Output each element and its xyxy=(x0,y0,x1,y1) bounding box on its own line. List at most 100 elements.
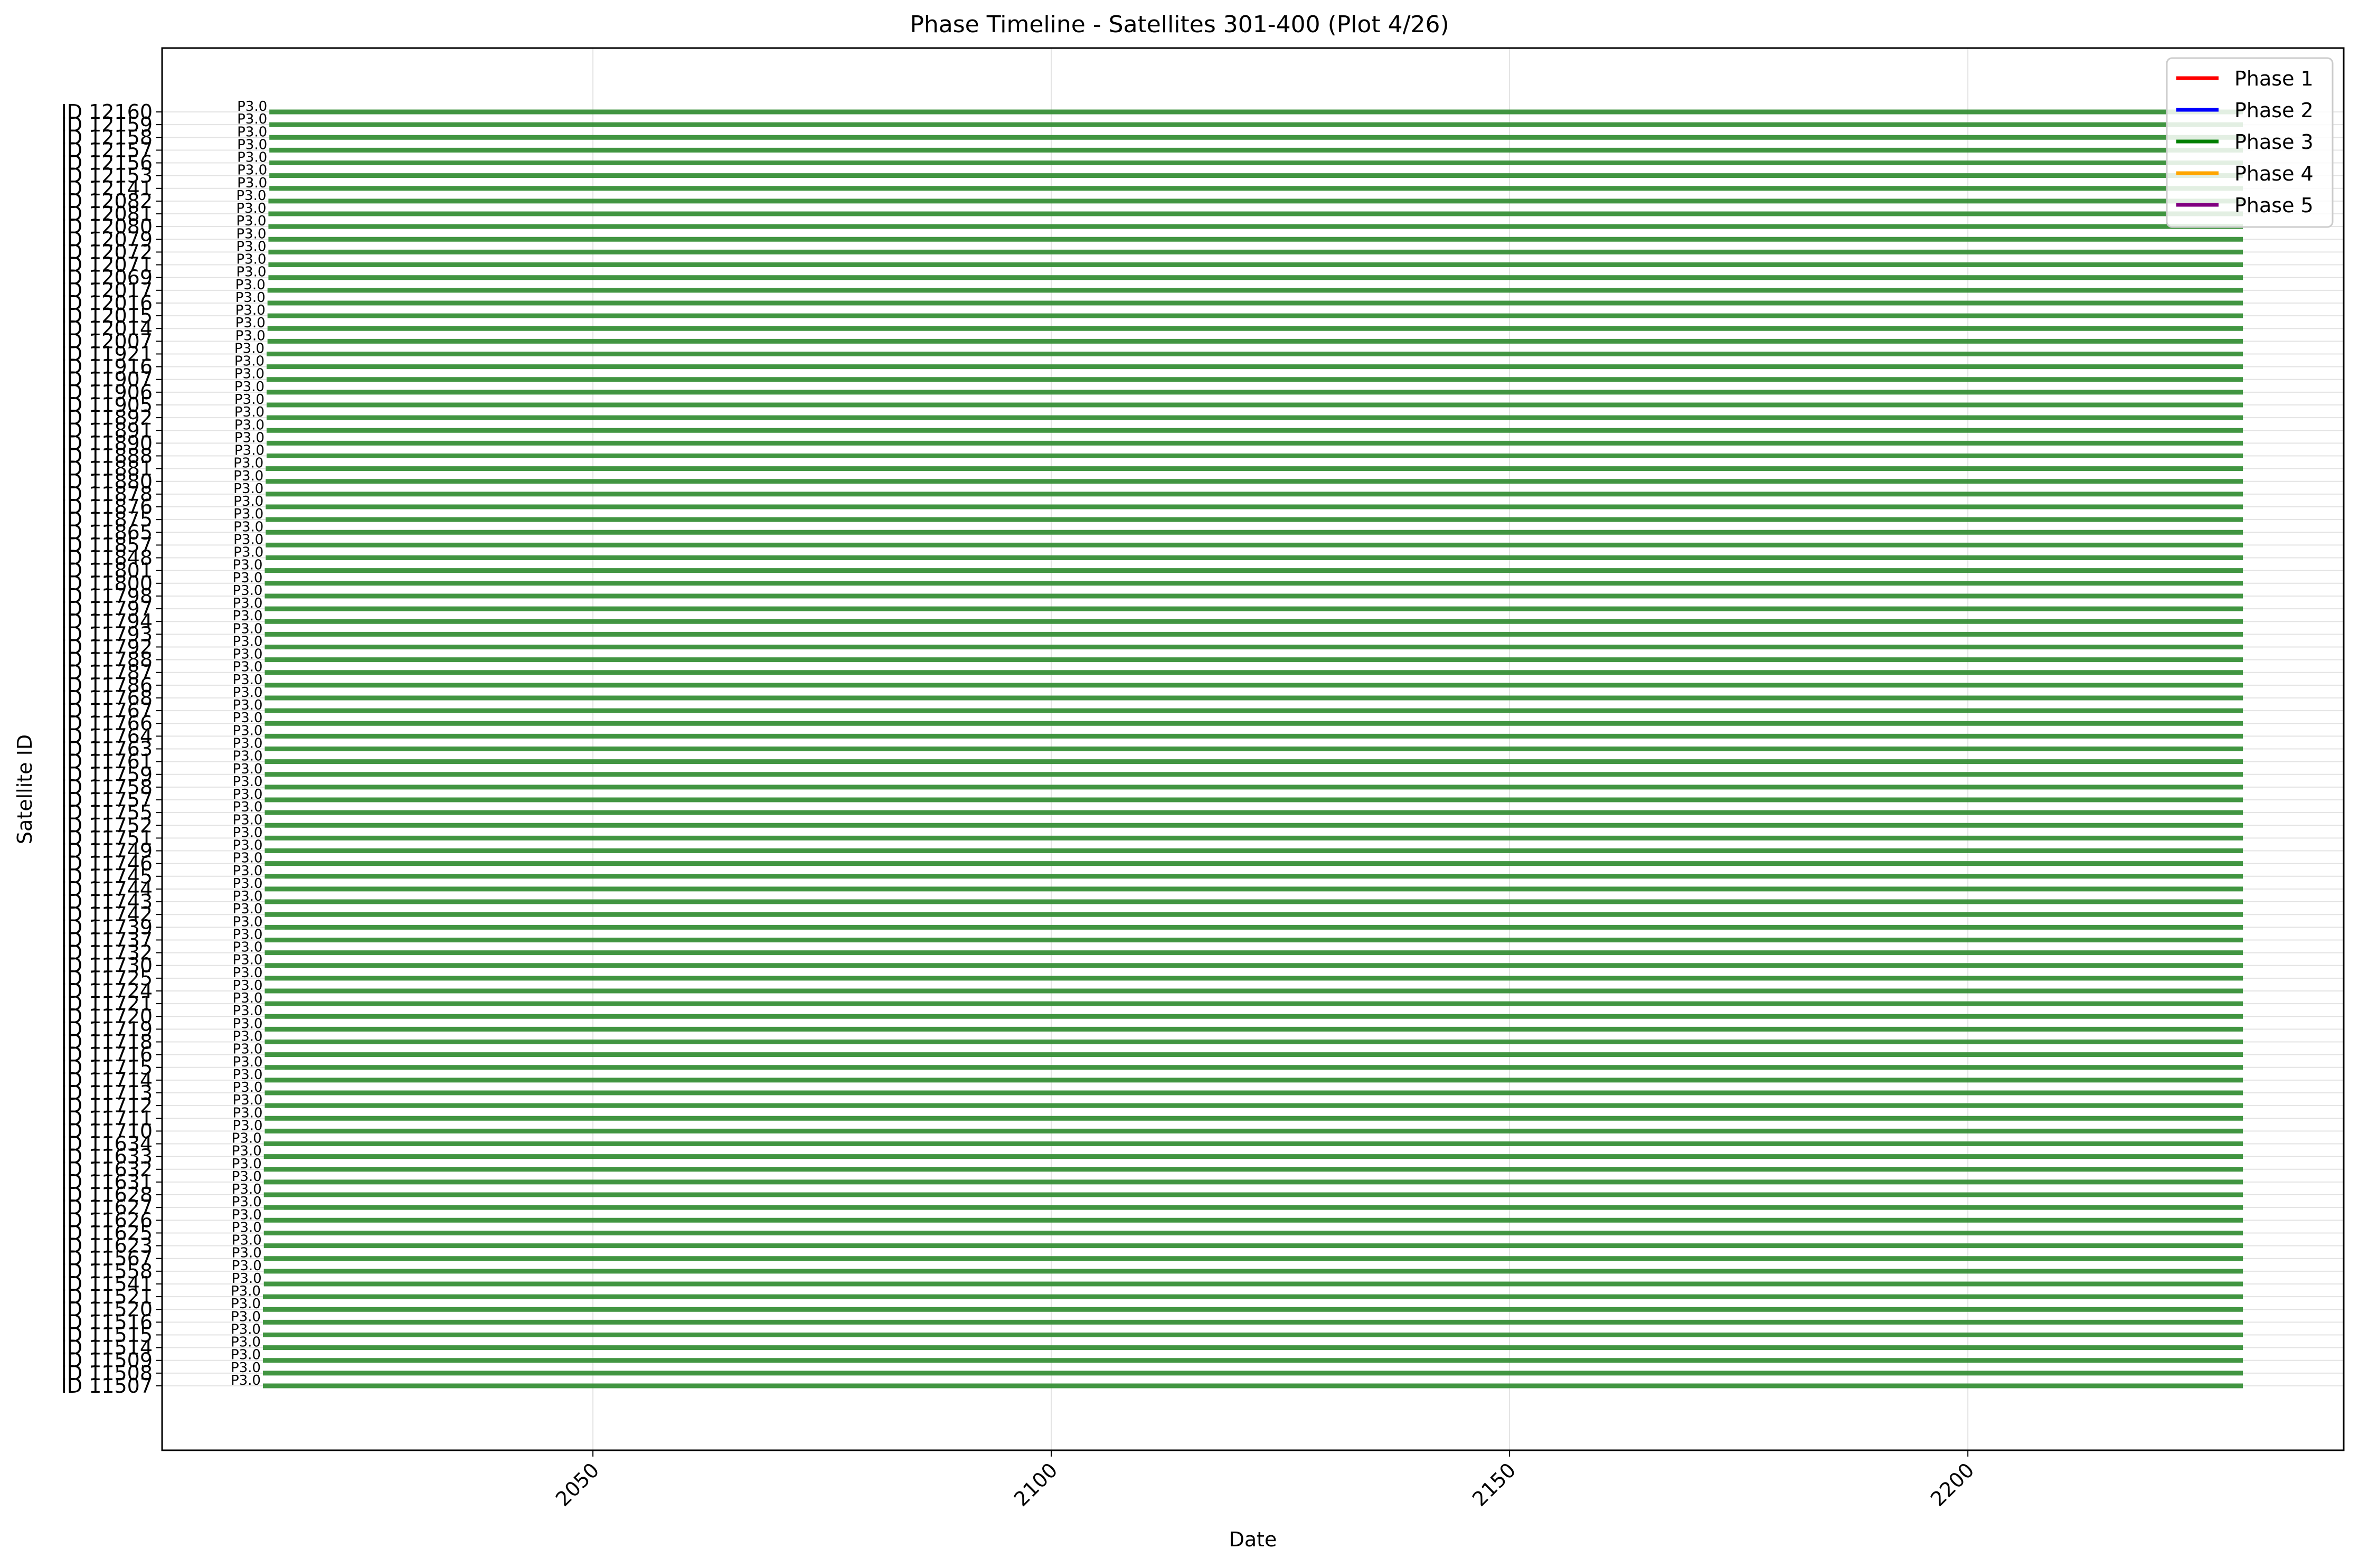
y-tick-label: ID 11508 xyxy=(61,1362,153,1385)
y-tick-label: ID 11558 xyxy=(61,1260,153,1283)
phase-bar-label: P3.0 xyxy=(237,137,267,153)
y-tick-label: ID 11732 xyxy=(61,941,153,965)
y-tick-label: ID 11634 xyxy=(61,1132,153,1156)
phase-bar-label: P3.0 xyxy=(232,838,262,854)
y-tick-label: ID 11797 xyxy=(61,597,153,620)
y-tick-label: ID 11749 xyxy=(61,839,153,863)
y-tick-label: ID 11715 xyxy=(61,1056,153,1079)
phase-bar-label: P3.0 xyxy=(232,774,262,790)
phase-bar-label: P3.0 xyxy=(232,634,262,649)
legend-label: Phase 1 xyxy=(2234,67,2314,90)
phase-bar-label: P3.0 xyxy=(232,952,262,968)
phase-bar-label: P3.0 xyxy=(232,570,262,586)
y-tick-label: ID 12014 xyxy=(61,317,153,340)
legend-label: Phase 4 xyxy=(2234,162,2314,185)
y-tick-label: ID 11798 xyxy=(61,584,153,608)
phase-bar-label: P3.0 xyxy=(232,927,262,942)
legend-label: Phase 3 xyxy=(2234,130,2314,154)
y-tick-label: ID 11632 xyxy=(61,1158,153,1181)
phase-bar-label: P3.0 xyxy=(236,239,266,254)
y-tick-label: ID 11800 xyxy=(61,572,153,595)
phase-bar-label: P3.0 xyxy=(232,672,262,688)
y-tick-label: ID 11718 xyxy=(61,1030,153,1053)
phase-bar-label: P3.0 xyxy=(232,1144,262,1159)
phase-bar-label: P3.0 xyxy=(232,1054,262,1070)
y-tick-label: ID 11730 xyxy=(61,954,153,977)
y-tick-label: ID 11857 xyxy=(61,533,153,556)
phase-bar-label: P3.0 xyxy=(232,1131,262,1147)
y-tick-label: ID 11801 xyxy=(61,559,153,582)
phase-bar-label: P3.0 xyxy=(231,1335,261,1350)
phase-bar-label: P3.0 xyxy=(234,443,265,459)
y-tick-label: ID 12159 xyxy=(61,113,153,136)
phase-bar-label: P3.0 xyxy=(234,392,265,408)
y-tick-label: ID 11907 xyxy=(61,368,153,391)
phase-bar-label: P3.0 xyxy=(235,303,266,318)
y-tick-label: ID 11766 xyxy=(61,712,153,735)
y-tick-label: ID 11876 xyxy=(61,495,153,518)
y-tick-label: ID 12017 xyxy=(61,279,153,302)
y-tick-label: ID 12141 xyxy=(61,177,153,200)
phase-bar-label: P3.0 xyxy=(232,1233,262,1249)
phase-bar-label: P3.0 xyxy=(231,1309,261,1325)
phase-bar-label: P3.0 xyxy=(235,328,266,344)
y-tick-label: ID 11878 xyxy=(61,483,153,506)
y-tick-label: ID 11848 xyxy=(61,546,153,570)
phase-bar-label: P3.0 xyxy=(232,1182,262,1197)
phase-bar-label: P3.0 xyxy=(232,1169,262,1185)
phase-bar-label: P3.0 xyxy=(233,519,263,535)
y-tick-label: ID 11567 xyxy=(61,1247,153,1270)
y-tick-label: ID 11739 xyxy=(61,915,153,939)
phase-bar-label: P3.0 xyxy=(232,710,262,726)
y-tick-label: ID 11890 xyxy=(61,431,153,455)
y-tick-label: ID 11888 xyxy=(61,445,153,468)
y-tick-label: ID 11755 xyxy=(61,801,153,824)
y-tick-label: ID 12153 xyxy=(61,164,153,187)
phase-bar-label: P3.0 xyxy=(236,213,266,229)
y-tick-label: ID 11515 xyxy=(61,1323,153,1346)
phase-bar-label: P3.0 xyxy=(232,978,262,994)
phase-bar-label: P3.0 xyxy=(232,812,262,828)
phase-bar-label: P3.0 xyxy=(236,252,266,268)
y-tick-label: ID 11865 xyxy=(61,521,153,544)
phase-bar-label: P3.0 xyxy=(234,366,265,382)
y-tick-label: ID 11737 xyxy=(61,928,153,951)
y-tick-label: ID 11725 xyxy=(61,967,153,990)
y-tick-label: ID 11712 xyxy=(61,1094,153,1117)
y-tick-label: ID 11759 xyxy=(61,763,153,786)
y-tick-label: ID 11751 xyxy=(61,826,153,849)
phase-bar-label: P3.0 xyxy=(232,583,262,599)
phase-bar-label: P3.0 xyxy=(231,1321,261,1337)
phase-bar-label: P3.0 xyxy=(232,1194,262,1210)
phase-bar-label: P3.0 xyxy=(232,659,262,675)
y-tick-label: ID 11509 xyxy=(61,1349,153,1372)
y-tick-label: ID 11625 xyxy=(61,1221,153,1244)
y-tick-label: ID 11744 xyxy=(61,877,153,901)
phase-bar-label: P3.0 xyxy=(232,889,262,904)
chart-title: Phase Timeline - Satellites 301-400 (Plo… xyxy=(910,11,1449,38)
bars-layer xyxy=(262,109,2243,1388)
phase-bar-label: P3.0 xyxy=(237,163,267,178)
legend-box xyxy=(2166,57,2334,228)
y-tick-label: ID 11767 xyxy=(61,699,153,722)
y-tick-label: ID 12157 xyxy=(61,138,153,162)
y-tick-label: ID 12156 xyxy=(61,152,153,175)
y-tick-label: ID 11788 xyxy=(61,648,153,672)
legend: Phase 1 Phase 2 Phase 3 Phase 4 Phase 5 xyxy=(2166,57,2334,228)
y-tick-label: ID 11713 xyxy=(61,1081,153,1104)
phase-bar-label: P3.0 xyxy=(232,1003,262,1019)
phase-bar-label: P3.0 xyxy=(232,1207,262,1223)
phase-bar-label: P3.0 xyxy=(231,1360,261,1376)
y-tick-label: ID 11743 xyxy=(61,890,153,913)
phase-bar-label: P3.0 xyxy=(231,1373,261,1388)
y-tick-label: ID 12069 xyxy=(61,266,153,289)
phase-bar-label: P3.0 xyxy=(234,379,265,395)
y-tick-label: ID 11720 xyxy=(61,1005,153,1028)
phase-bar-label: P3.0 xyxy=(232,1271,262,1287)
phase-bar-label: P3.0 xyxy=(232,1028,262,1044)
phase-bar-label: P3.0 xyxy=(234,430,265,446)
phase-bar-label: P3.0 xyxy=(232,723,262,739)
